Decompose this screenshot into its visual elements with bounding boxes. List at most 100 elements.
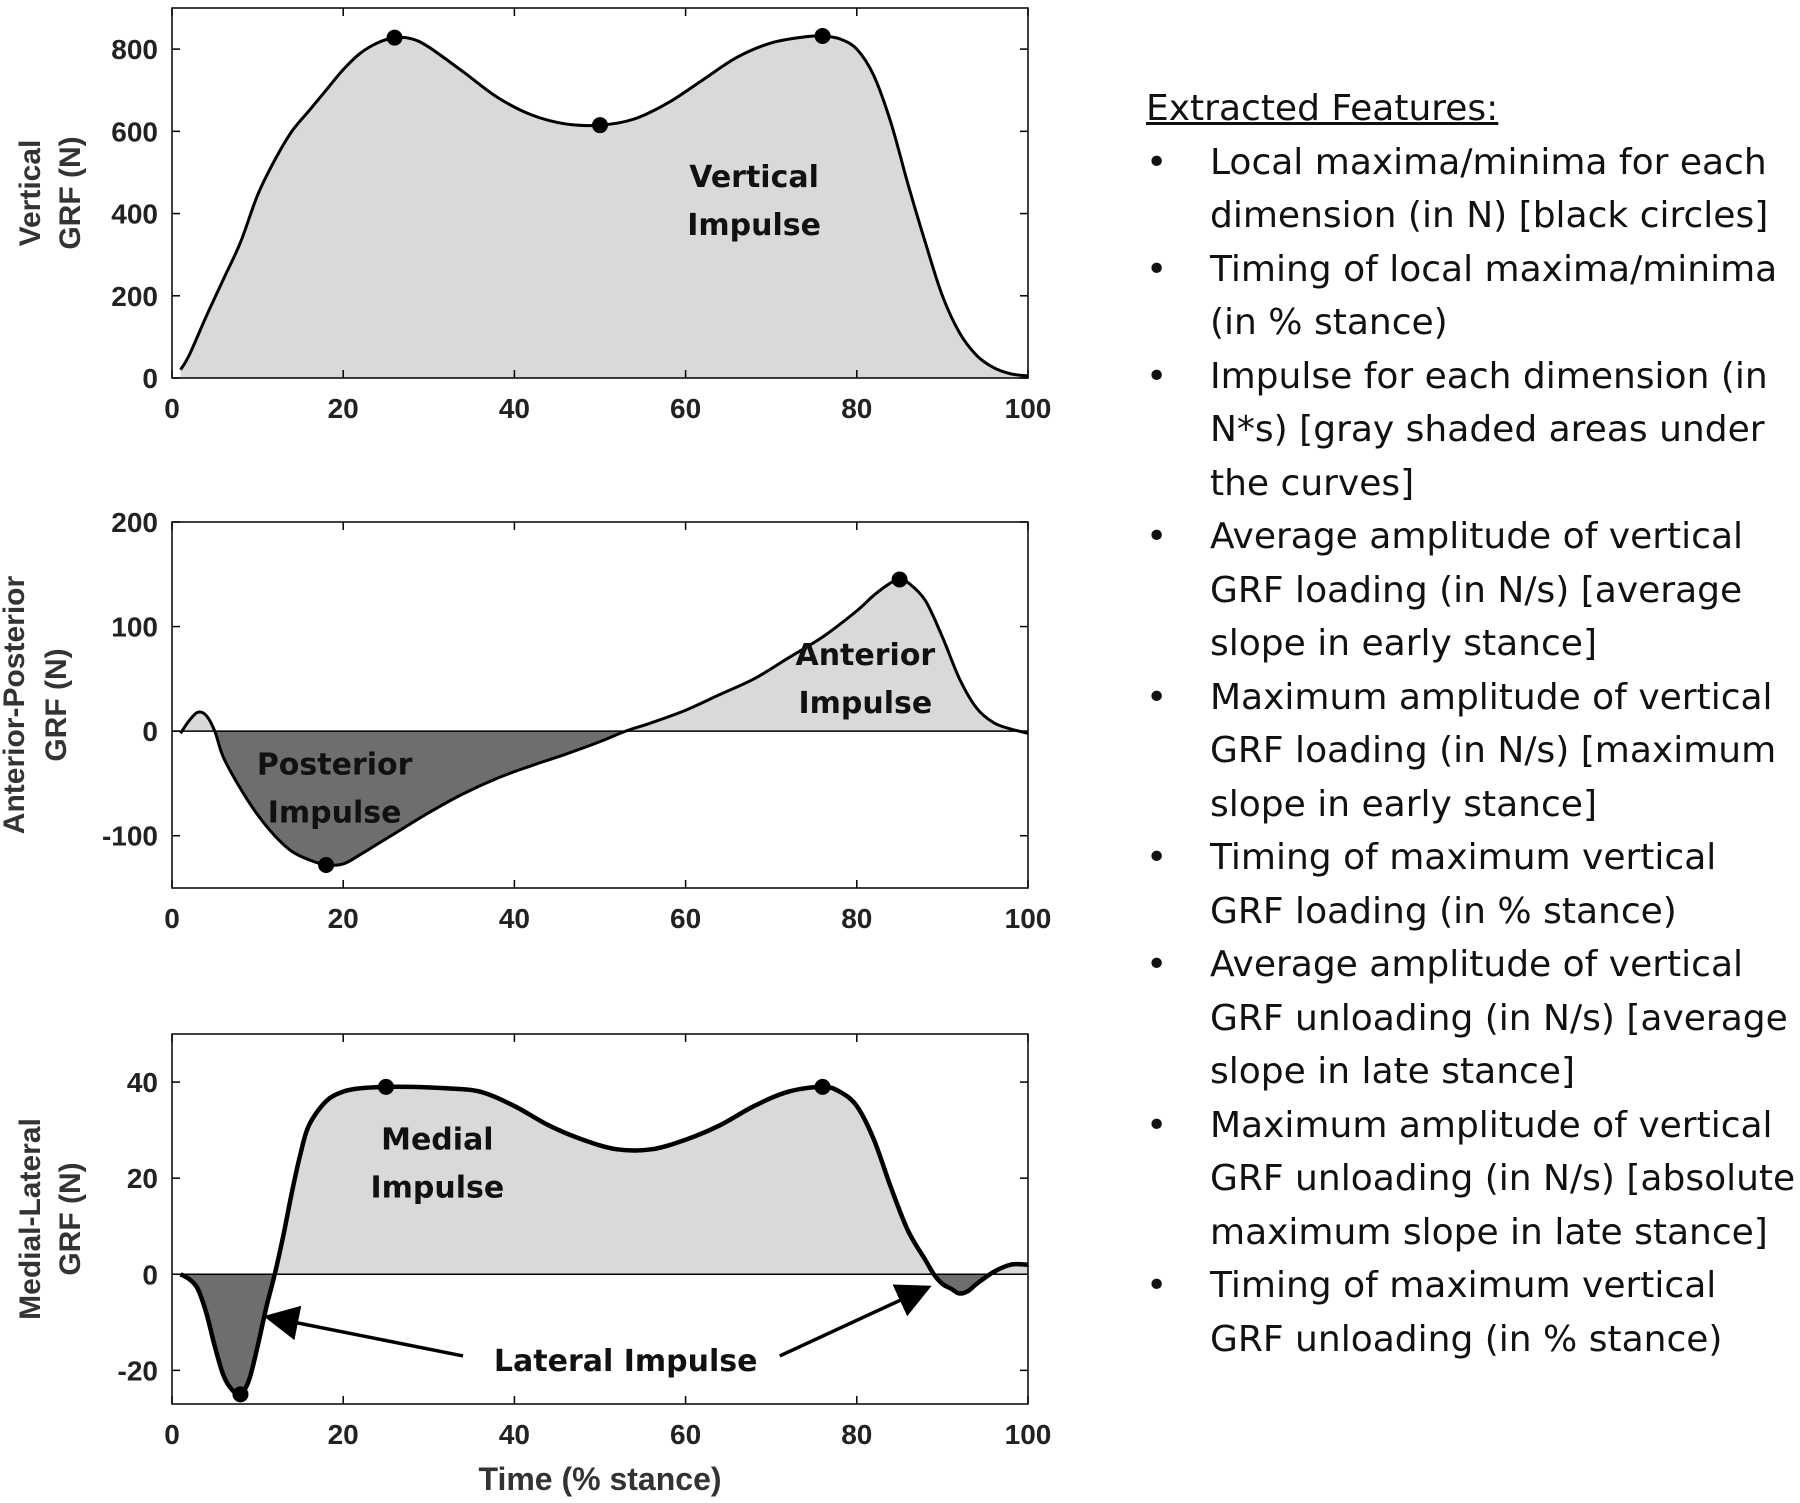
- feature-text: Maximum amplitude of vertical GRF loadin…: [1210, 676, 1777, 825]
- annotation-arrow: [779, 1284, 932, 1358]
- impulse-annotation: Anterior: [795, 638, 935, 673]
- bullet-icon: •: [1146, 141, 1168, 183]
- x-tick-label: 60: [670, 903, 701, 934]
- local-extremum-marker: [318, 856, 335, 873]
- negative-impulse-area: [180, 731, 1028, 866]
- feature-text: Impulse for each dimension (in N*s) [gra…: [1210, 355, 1768, 504]
- x-tick-label: 60: [670, 1419, 701, 1450]
- features-heading: Extracted Features:: [1146, 88, 1499, 129]
- x-tick-label: 20: [328, 393, 359, 424]
- local-extremum-marker: [592, 117, 608, 134]
- y-axis-label: Anterior-Posterior: [0, 575, 31, 834]
- y-tick-label: 600: [111, 116, 158, 147]
- x-tick-label: 0: [164, 1419, 180, 1450]
- chart-panel-3: 0 20 40 60 80 100 -20 0 20 40 Medial-Lateral GRF (N…: [14, 1033, 1052, 1497]
- local-extremum-marker: [378, 1078, 394, 1095]
- x-tick-label: 80: [841, 1419, 872, 1450]
- y-axis-label: GRF (N): [40, 648, 73, 761]
- extracted-features-panel: Extracted Features: • Local maxima/minima…: [1146, 82, 1800, 1366]
- chart-panel-2: 0 20 40 60 80 100 -100 0 100 200 Anterior-Posterio…: [0, 507, 1051, 934]
- feature-text: Average amplitude of vertical GRF loadin…: [1210, 516, 1744, 664]
- plot-area: [172, 578, 1028, 867]
- y-tick-label: 0: [142, 363, 158, 394]
- feature-item: • Local maxima/minima for each dimension …: [1146, 136, 1800, 243]
- positive-impulse-area: [181, 579, 1019, 732]
- feature-item: • Impulse for each dimension (in N*s) [gr…: [1146, 350, 1800, 511]
- impulse-annotation: Impulse: [370, 1171, 504, 1206]
- feature-text: Local maxima/minima for each dimension (…: [1210, 141, 1769, 237]
- bullet-icon: •: [1146, 837, 1168, 878]
- y-tick-label: 0: [142, 716, 158, 747]
- x-tick-label: 0: [164, 393, 180, 424]
- feature-text: Maximum amplitude of vertical GRF unload…: [1210, 1104, 1796, 1253]
- feature-item: • Timing of maximum vertical GRF unloadin…: [1146, 1259, 1800, 1366]
- x-tick-label: 60: [670, 393, 701, 424]
- y-tick-label: 200: [111, 281, 158, 312]
- bullet-icon: •: [1146, 1265, 1168, 1306]
- y-axis-label: GRF (N): [54, 136, 87, 249]
- y-tick-label: 40: [127, 1067, 158, 1098]
- grf-curve: [179, 34, 1028, 378]
- feature-item: • Average amplitude of vertical GRF loadi…: [1146, 510, 1800, 671]
- x-tick-label: 40: [499, 903, 530, 934]
- feature-item: • Average amplitude of vertical GRF unloa…: [1146, 938, 1800, 1099]
- x-tick-label: 0: [164, 903, 180, 934]
- x-tick-label: 40: [499, 1419, 530, 1450]
- annotation-arrow: [263, 1305, 464, 1358]
- impulse-annotation: Lateral Impulse: [494, 1344, 758, 1379]
- y-axis-label: Vertical: [14, 140, 47, 247]
- local-extremum-marker: [814, 1078, 831, 1095]
- y-tick-label: 20: [127, 1163, 158, 1194]
- positive-impulse-area: [180, 35, 1028, 378]
- plot-area: [179, 34, 1028, 378]
- impulse-annotation: Medial: [381, 1123, 494, 1158]
- axes-frame: [171, 7, 1029, 379]
- axes-frame: [171, 1033, 1029, 1405]
- impulse-annotation: Impulse: [687, 208, 821, 243]
- bullet-icon: •: [1146, 676, 1168, 718]
- feature-item: • Timing of local maxima/minima (in % sta…: [1146, 243, 1800, 350]
- axes-frame: [171, 521, 1029, 889]
- x-tick-label: 40: [499, 393, 530, 424]
- y-axis-label: GRF (N): [54, 1162, 87, 1275]
- feature-item: • Maximum amplitude of vertical GRF unloa…: [1146, 1099, 1800, 1260]
- local-extremum-marker: [232, 1386, 249, 1403]
- x-tick-label: 20: [328, 1419, 359, 1450]
- local-extremum-marker: [814, 27, 831, 44]
- y-tick-label: 100: [111, 612, 158, 643]
- x-tick-label: 20: [328, 903, 359, 934]
- bullet-icon: •: [1146, 248, 1168, 290]
- impulse-annotation: Impulse: [268, 796, 402, 831]
- impulse-annotation: Impulse: [798, 686, 932, 721]
- bullet-icon: •: [1146, 944, 1168, 985]
- feature-item: • Timing of maximum vertical GRF loading …: [1146, 831, 1800, 938]
- positive-impulse-area: [274, 1086, 1028, 1275]
- grf-curve: [179, 1084, 1028, 1398]
- x-tick-label: 80: [841, 393, 872, 424]
- impulse-annotation: Posterior: [257, 748, 413, 783]
- y-axis-label: Medial-Lateral: [14, 1118, 47, 1320]
- x-tick-label: 100: [1005, 903, 1052, 934]
- feature-text: Timing of local maxima/minima (in % stan…: [1210, 248, 1778, 344]
- feature-text: Timing of maximum vertical GRF unloading…: [1210, 1265, 1723, 1360]
- impulse-annotation: Vertical: [689, 160, 819, 195]
- bullet-icon: •: [1146, 1104, 1168, 1146]
- y-tick-label: -20: [118, 1355, 158, 1386]
- negative-impulse-area: [180, 1274, 1028, 1395]
- local-extremum-marker: [891, 571, 908, 588]
- x-tick-label: 100: [1005, 1419, 1052, 1450]
- x-axis-label: Time (% stance): [478, 1461, 721, 1497]
- bullet-icon: •: [1146, 516, 1168, 557]
- y-tick-label: 800: [111, 34, 158, 65]
- y-tick-label: -100: [102, 821, 158, 852]
- grf-curve: [179, 578, 1028, 867]
- x-tick-label: 80: [841, 903, 872, 934]
- y-tick-label: 0: [142, 1259, 158, 1290]
- features-list: • Local maxima/minima for each dimension …: [1146, 136, 1800, 1367]
- y-tick-label: 200: [111, 507, 158, 538]
- x-tick-label: 100: [1005, 393, 1052, 424]
- plot-area: [172, 1084, 1028, 1398]
- feature-text: Average amplitude of vertical GRF unload…: [1210, 944, 1788, 1092]
